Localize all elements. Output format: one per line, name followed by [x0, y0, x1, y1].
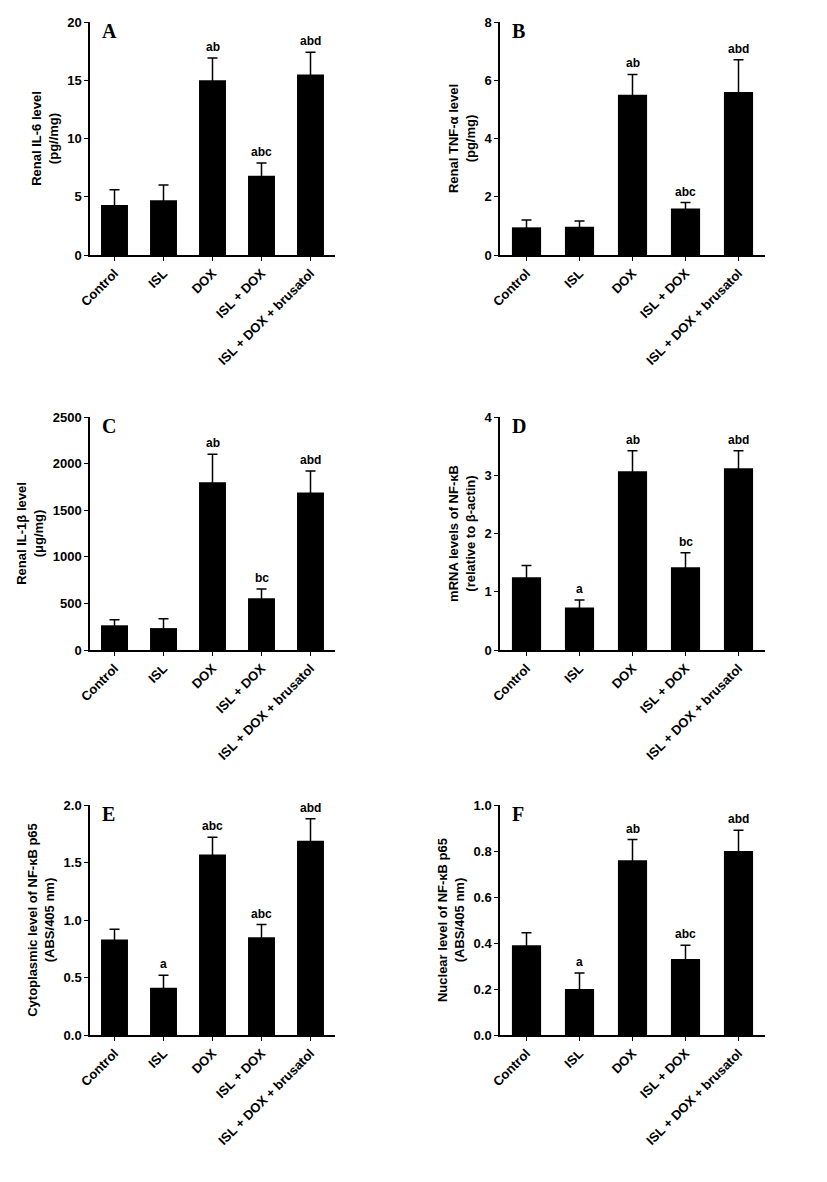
svg-text:Renal IL-1β level(μg/mg): Renal IL-1β level(μg/mg) — [14, 482, 46, 585]
svg-text:500: 500 — [60, 596, 82, 611]
svg-text:2: 2 — [484, 526, 491, 541]
svg-text:0.0: 0.0 — [64, 1028, 82, 1043]
svg-text:0: 0 — [484, 248, 491, 263]
svg-text:2: 2 — [484, 189, 491, 204]
svg-text:Renal IL-6 level(pg//mg): Renal IL-6 level(pg//mg) — [29, 91, 61, 186]
svg-text:Control: Control — [490, 266, 533, 309]
svg-text:0.8: 0.8 — [474, 844, 492, 859]
svg-text:a: a — [576, 582, 583, 596]
svg-text:3: 3 — [484, 468, 491, 483]
svg-text:ISL + DOX + brusatol: ISL + DOX + brusatol — [643, 1046, 745, 1148]
svg-text:2.0: 2.0 — [64, 798, 82, 813]
svg-text:DOX: DOX — [189, 266, 220, 297]
svg-text:abc: abc — [202, 819, 223, 833]
svg-text:10: 10 — [67, 131, 81, 146]
svg-text:5: 5 — [74, 189, 81, 204]
svg-text:0: 0 — [74, 248, 81, 263]
svg-text:ISL + DOX: ISL + DOX — [637, 661, 692, 716]
svg-text:Control: Control — [78, 266, 121, 309]
svg-text:DOX: DOX — [609, 661, 640, 692]
svg-text:a: a — [576, 955, 583, 969]
svg-text:mRNA levels of NF-κB(relative: mRNA levels of NF-κB(relative to β-actin… — [446, 465, 478, 602]
svg-text:1.0: 1.0 — [474, 798, 492, 813]
svg-text:ab: ab — [626, 433, 640, 447]
svg-text:DOX: DOX — [189, 1046, 220, 1077]
svg-text:1500: 1500 — [53, 503, 82, 518]
svg-text:0: 0 — [74, 643, 81, 658]
svg-text:D: D — [512, 415, 526, 437]
svg-text:ab: ab — [206, 40, 220, 54]
svg-text:ISL: ISL — [145, 1046, 170, 1071]
svg-text:0.2: 0.2 — [474, 982, 492, 997]
svg-text:2000: 2000 — [53, 456, 82, 471]
svg-text:bc: bc — [255, 571, 269, 585]
svg-text:Renal TNF-α level(pg/mg): Renal TNF-α level(pg/mg) — [446, 84, 478, 193]
svg-text:Control: Control — [78, 661, 121, 704]
svg-text:abd: abd — [300, 34, 321, 48]
svg-text:abd: abd — [300, 801, 321, 815]
svg-text:ISL + DOX: ISL + DOX — [637, 266, 692, 321]
svg-text:ISL: ISL — [561, 661, 586, 686]
svg-text:4: 4 — [484, 410, 492, 425]
svg-text:abc: abc — [251, 907, 272, 921]
svg-text:0.6: 0.6 — [474, 890, 492, 905]
svg-text:15: 15 — [67, 73, 81, 88]
svg-text:ISL + DOX + brusatol: ISL + DOX + brusatol — [215, 661, 317, 763]
svg-text:6: 6 — [484, 73, 491, 88]
svg-text:ISL + DOX + brusatol: ISL + DOX + brusatol — [643, 266, 745, 368]
svg-text:DOX: DOX — [609, 266, 640, 297]
svg-text:ISL + DOX: ISL + DOX — [213, 661, 268, 716]
svg-text:A: A — [102, 20, 117, 42]
svg-text:abd: abd — [728, 812, 749, 826]
svg-text:1: 1 — [484, 584, 491, 599]
svg-text:Nuclear level of NF-κB p65(ABS: Nuclear level of NF-κB p65(ABS/405 nm) — [435, 838, 467, 1002]
svg-text:8: 8 — [484, 15, 491, 30]
svg-text:ISL: ISL — [145, 661, 170, 686]
svg-text:ab: ab — [626, 822, 640, 836]
svg-text:E: E — [102, 803, 115, 825]
svg-text:C: C — [102, 415, 116, 437]
svg-text:abc: abc — [251, 145, 272, 159]
svg-text:ISL + DOX + brusatol: ISL + DOX + brusatol — [215, 1046, 317, 1148]
svg-text:abd: abd — [728, 433, 749, 447]
svg-text:Control: Control — [490, 661, 533, 704]
svg-text:abc: abc — [675, 927, 696, 941]
svg-text:1.0: 1.0 — [64, 913, 82, 928]
svg-text:1000: 1000 — [53, 549, 82, 564]
svg-text:0.0: 0.0 — [474, 1028, 492, 1043]
svg-text:F: F — [512, 803, 524, 825]
svg-text:abc: abc — [675, 185, 696, 199]
svg-text:2500: 2500 — [53, 410, 82, 425]
svg-text:Control: Control — [78, 1046, 121, 1089]
svg-text:B: B — [512, 20, 525, 42]
svg-text:Control: Control — [490, 1046, 533, 1089]
svg-text:abd: abd — [728, 42, 749, 56]
svg-text:a: a — [160, 957, 167, 971]
svg-text:ab: ab — [206, 436, 220, 450]
svg-text:ab: ab — [626, 56, 640, 70]
svg-text:Cytoplasmic level of NF-κB p65: Cytoplasmic level of NF-κB p65(ABS/405 n… — [25, 823, 57, 1017]
svg-text:ISL: ISL — [561, 1046, 586, 1071]
svg-text:abd: abd — [300, 453, 321, 467]
svg-text:20: 20 — [67, 15, 81, 30]
svg-text:0.5: 0.5 — [64, 970, 82, 985]
svg-text:ISL: ISL — [561, 266, 586, 291]
svg-text:4: 4 — [484, 131, 492, 146]
svg-text:ISL + DOX + brusatol: ISL + DOX + brusatol — [643, 661, 745, 763]
svg-text:1.5: 1.5 — [64, 855, 82, 870]
svg-text:0: 0 — [484, 643, 491, 658]
svg-text:ISL + DOX: ISL + DOX — [213, 1046, 268, 1101]
svg-text:DOX: DOX — [609, 1046, 640, 1077]
svg-text:ISL: ISL — [145, 266, 170, 291]
svg-text:bc: bc — [679, 535, 693, 549]
svg-text:DOX: DOX — [189, 661, 220, 692]
svg-text:ISL + DOX: ISL + DOX — [637, 1046, 692, 1101]
svg-text:ISL + DOX: ISL + DOX — [213, 266, 268, 321]
svg-text:0.4: 0.4 — [474, 936, 493, 951]
svg-text:ISL + DOX + brusatol: ISL + DOX + brusatol — [215, 266, 317, 368]
